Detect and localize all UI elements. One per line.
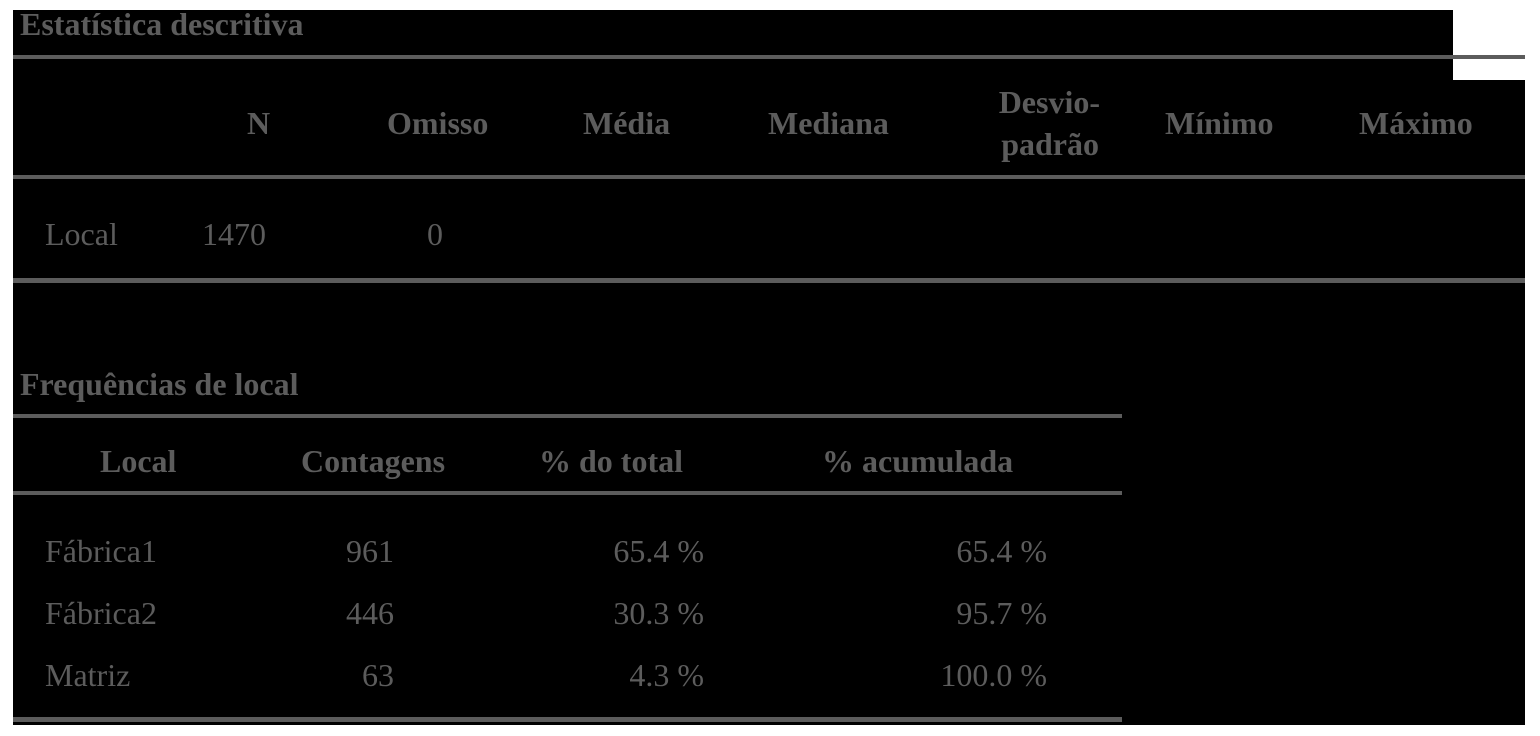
header-mediana: Mediana: [768, 105, 889, 141]
header-desvio: Desvio-: [998, 84, 1100, 120]
background: [13, 56, 1453, 86]
cell-count: 961: [346, 533, 394, 569]
divider: [13, 717, 1122, 722]
descriptive-title: Estatística descritiva: [20, 6, 304, 42]
cell-local: Fábrica1: [45, 533, 157, 569]
header-n: N: [247, 105, 271, 141]
divider: [13, 414, 1122, 418]
cell-pct: 4.3 %: [629, 657, 704, 693]
header-maximo: Máximo: [1359, 105, 1473, 141]
header-media: Média: [583, 105, 671, 141]
cell-local: Fábrica2: [45, 595, 157, 631]
header-pct-total: % do total: [539, 443, 683, 479]
row-label: Local: [45, 216, 118, 252]
cell-count: 63: [362, 657, 394, 693]
cell-pct: 65.4 %: [613, 533, 704, 569]
divider: [13, 278, 1525, 283]
frequencies-title: Frequências de local: [20, 366, 299, 402]
divider: [13, 175, 1525, 179]
header-minimo: Mínimo: [1165, 105, 1274, 141]
header-contagens: Contagens: [301, 443, 446, 479]
header-omisso: Omisso: [387, 105, 489, 141]
header-local: Local: [100, 443, 177, 479]
cell-pct: 30.3 %: [613, 595, 704, 631]
cell-cum: 100.0 %: [940, 657, 1047, 693]
header-padrao: padrão: [1001, 126, 1099, 162]
cell-local: Matriz: [45, 657, 131, 693]
cell-cum: 95.7 %: [956, 595, 1047, 631]
row-missing: 0: [427, 216, 443, 252]
header-pct-cum: % acumulada: [822, 443, 1014, 479]
divider: [13, 491, 1122, 495]
cell-count: 446: [346, 595, 394, 631]
row-n: 1470: [202, 216, 266, 252]
background: [13, 80, 1525, 725]
divider: [13, 55, 1525, 59]
cell-cum: 65.4 %: [956, 533, 1047, 569]
